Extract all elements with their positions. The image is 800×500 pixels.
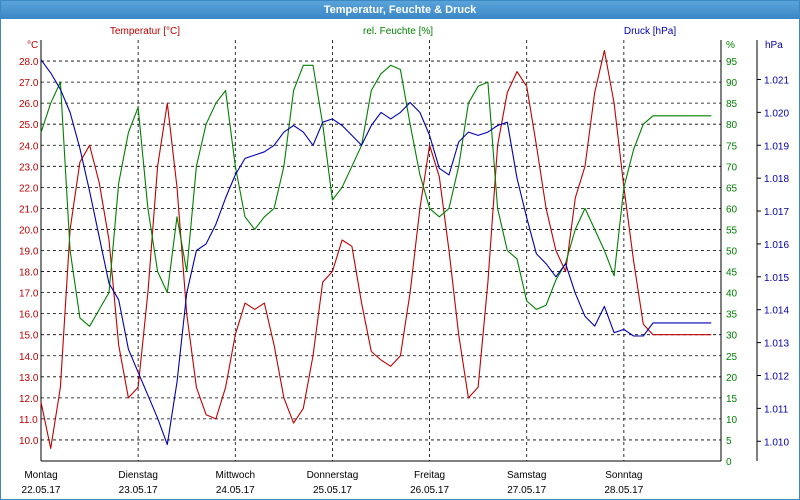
temperature-tick-label: 19.0 [19,247,39,258]
humidity-tick-label: 65 [726,183,738,194]
humidity-tick-label: 40 [726,289,738,300]
x-tick-date-label: 25.05.17 [313,485,352,496]
pressure-axis-label: Druck [hPa] [624,26,676,37]
temperature-tick-label: 14.0 [19,352,39,363]
x-tick-day-label: Dienstag [118,470,157,481]
temperature-tick-label: 25.0 [19,120,39,131]
humidity-tick-label: 25 [726,352,738,363]
x-tick-day-label: Mittwoch [216,470,255,481]
humidity-tick-label: 30 [726,331,738,342]
pressure-tick-label: 1.011 [764,404,789,415]
temperature-tick-label: 18.0 [19,268,39,279]
chart-grid [40,40,758,462]
x-tick-date-label: 22.05.17 [22,485,61,496]
pressure-tick-label: 1.018 [764,174,789,185]
temperature-tick-label: 13.0 [19,373,39,384]
x-tick-date-label: 24.05.17 [216,485,255,496]
pressure-tick-label: 1.013 [764,339,789,350]
humidity-tick-label: 90 [726,78,738,89]
humidity-tick-label: 10 [726,415,738,426]
temperature-tick-label: 16.0 [19,310,39,321]
humidity-tick-label: 5 [726,436,732,447]
temperature-tick-label: 20.0 [19,225,39,236]
temperature-tick-label: 12.0 [19,394,39,405]
x-tick-date-label: 28.05.17 [604,485,643,496]
pressure-tick-label: 1.015 [764,273,789,284]
humidity-tick-label: 50 [726,247,738,258]
x-tick-day-label: Sonntag [605,470,642,481]
pressure-tick-label: 1.014 [764,306,789,317]
pressure-unit: hPa [765,40,783,51]
temperature-unit: °C [27,40,38,51]
humidity-series-line [40,64,712,327]
temperature-tick-label: 21.0 [19,204,39,215]
humidity-tick-label: 20 [726,373,738,384]
x-tick-day-label: Montag [24,470,57,481]
temperature-tick-label: 17.0 [19,289,39,300]
humidity-tick-label: 95 [726,57,738,68]
window-title: Temperatur, Feuchte & Druck [1,1,799,19]
pressure-tick-label: 1.016 [764,240,789,251]
pressure-tick-label: 1.019 [764,141,789,152]
humidity-tick-label: 60 [726,204,738,215]
pressure-tick-label: 1.010 [764,437,789,448]
temperature-axis: 10.0 11.0 12.0 13.0 14.0 15.0 16.0 17.0 18.0 19.0… [19,57,39,447]
pressure-tick-label: 1.021 [764,75,789,86]
humidity-tick-label: 45 [726,268,738,279]
temperature-tick-label: 15.0 [19,331,39,342]
humidity-tick-label: 15 [726,394,738,405]
series-layer [40,49,712,449]
humidity-tick-label: 35 [726,310,738,321]
x-tick-day-label: Donnerstag [307,470,359,481]
temperature-tick-label: 26.0 [19,99,39,110]
x-tick-date-label: 23.05.17 [119,485,158,496]
time-axis: Montag 22.05.17 Dienstag 23.05.17 Mittwoch 24… [22,470,644,496]
humidity-tick-label: 55 [726,225,738,236]
temperature-tick-label: 27.0 [19,78,39,89]
temperature-series-line [40,49,712,449]
humidity-tick-label: 70 [726,162,738,173]
humidity-tick-label: 85 [726,99,738,110]
x-tick-date-label: 26.05.17 [410,485,449,496]
pressure-axis: 1.010 1.011 1.012 1.013 1.014 1.015 1.016 1.017… [757,75,789,448]
x-tick-day-label: Freitag [414,470,445,481]
temperature-axis-label: Temperatur [°C] [110,26,180,37]
humidity-tick-label: 75 [726,141,738,152]
temperature-tick-label: 10.0 [19,436,39,447]
temperature-tick-label: 24.0 [19,141,39,152]
x-tick-date-label: 27.05.17 [507,485,546,496]
temperature-tick-label: 28.0 [19,57,39,68]
temperature-tick-label: 23.0 [19,162,39,173]
pressure-tick-label: 1.020 [764,108,789,119]
humidity-tick-label: 80 [726,120,738,131]
pressure-series-line [40,59,712,446]
temperature-tick-label: 22.0 [19,183,39,194]
humidity-axis-label: rel. Feuchte [%] [363,26,433,37]
humidity-tick-label: 0 [726,457,732,468]
pressure-tick-label: 1.017 [764,207,789,218]
x-tick-day-label: Samstag [507,470,546,481]
humidity-unit: % [726,40,735,51]
temperature-tick-label: 11.0 [19,415,38,426]
pressure-tick-label: 1.012 [764,371,789,382]
humidity-axis: 0 5 10 15 20 25 30 35 40 45 50 55 60 65 70 75 80 85 90 95 [726,57,738,468]
